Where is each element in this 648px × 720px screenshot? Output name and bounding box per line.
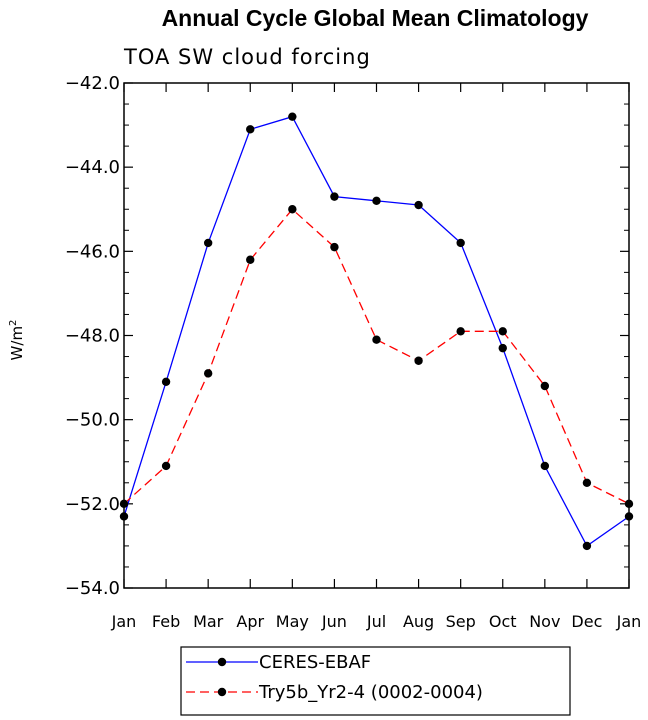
y-tick-label: −48.0 — [65, 326, 120, 347]
data-point — [119, 499, 129, 509]
y-tick-label: −54.0 — [65, 578, 120, 599]
data-point — [203, 369, 213, 378]
data-point — [372, 335, 381, 344]
x-tick-label: Apr — [236, 612, 264, 631]
svg-text:W/m2: W/m2 — [8, 320, 26, 361]
x-tick-label: Feb — [152, 612, 180, 631]
plot-frame — [123, 82, 630, 589]
data-point — [288, 205, 297, 214]
x-tick-label: Nov — [529, 612, 560, 631]
data-point — [582, 478, 592, 487]
x-tick-labels: Jan Feb Mar Apr May Jun Jul Aug Sep Oct Nov Dec Jan — [111, 612, 642, 631]
data-point — [456, 238, 465, 248]
data-point — [498, 343, 507, 353]
data-point — [456, 327, 465, 336]
legend-box — [180, 646, 571, 716]
y-axis-label-base: W/m — [8, 326, 26, 361]
legend-marker — [217, 687, 227, 697]
data-point — [246, 255, 255, 264]
chart-title: Annual Cycle Global Mean Climatology — [162, 5, 589, 31]
x-tick-label: Jan — [111, 612, 137, 631]
data-point — [119, 512, 129, 521]
data-point — [582, 541, 592, 551]
x-tick-label: Sep — [446, 612, 476, 631]
data-point — [161, 377, 171, 386]
y-tick-label: −46.0 — [65, 241, 120, 262]
y-tick-label: −52.0 — [65, 494, 120, 515]
series-layer — [119, 112, 634, 551]
series-line — [123, 115, 630, 547]
y-tick-label: −44.0 — [65, 157, 120, 178]
data-point — [246, 125, 255, 134]
x-tick-label: Jul — [366, 612, 386, 631]
data-point — [414, 356, 423, 365]
chart-subtitle: TOA SW cloud forcing — [123, 45, 371, 69]
legend: CERES-EBAF Try5b_Yr2-4 (0002-0004) — [180, 646, 571, 716]
y-axis-label: W/m2 — [8, 320, 26, 361]
data-point — [288, 112, 297, 121]
data-point — [203, 238, 213, 248]
data-point — [624, 512, 634, 521]
x-tick-label: May — [276, 612, 309, 631]
data-point — [330, 192, 339, 201]
axis-ticks — [123, 82, 630, 589]
series-line — [123, 208, 630, 505]
data-point — [161, 461, 171, 471]
data-point — [330, 242, 339, 252]
x-tick-label: Mar — [193, 612, 224, 631]
legend-marker — [217, 657, 227, 667]
x-tick-label: Jun — [321, 612, 347, 631]
x-tick-label: Jan — [616, 612, 642, 631]
x-tick-label: Aug — [403, 612, 434, 631]
x-tick-label: Dec — [571, 612, 602, 631]
y-tick-label: −42.0 — [65, 73, 120, 94]
data-point — [372, 196, 381, 206]
data-point — [540, 381, 550, 391]
x-tick-label: Oct — [489, 612, 517, 631]
data-point — [498, 327, 507, 336]
data-point — [624, 499, 634, 509]
data-point — [414, 200, 423, 210]
y-tick-label: −50.0 — [65, 410, 120, 431]
data-point — [540, 461, 550, 471]
legend-label: Try5b_Yr2-4 (0002-0004) — [258, 682, 483, 703]
legend-label: CERES-EBAF — [259, 652, 371, 673]
y-axis-label-exponent: 2 — [8, 320, 19, 326]
y-tick-labels: −42.0 −44.0 −46.0 −48.0 −50.0 −52.0 −54.0 — [65, 73, 120, 599]
